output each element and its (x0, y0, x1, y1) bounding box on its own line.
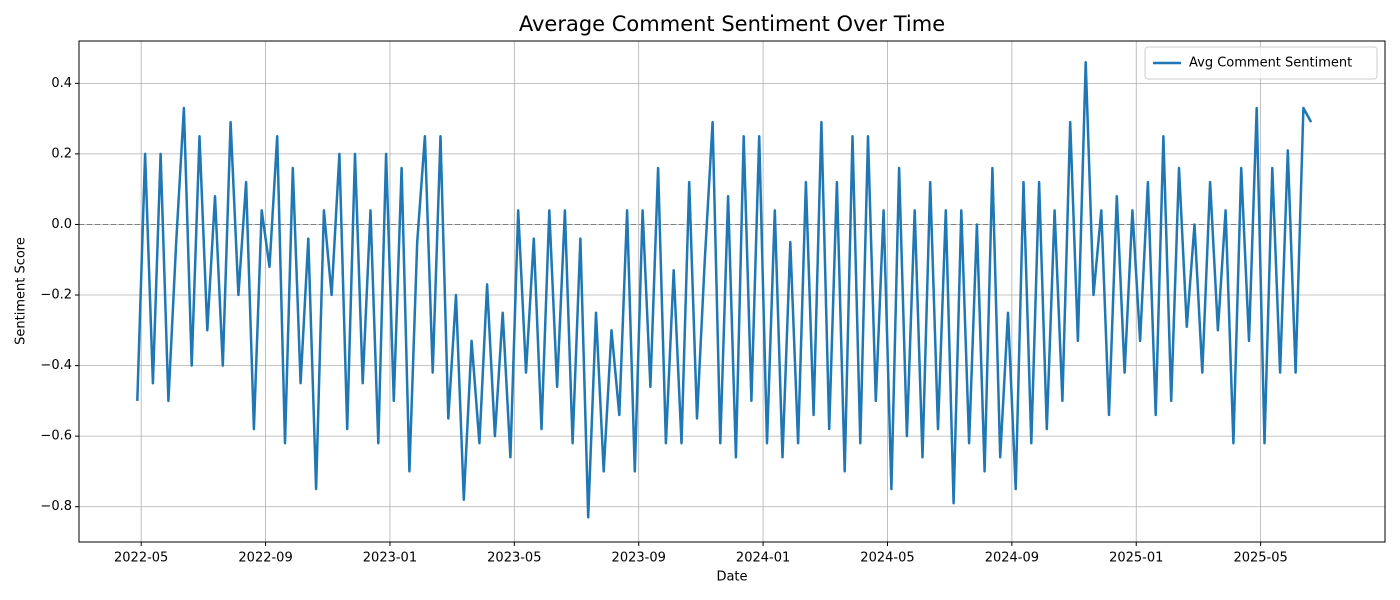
x-tick-label: 2024-01 (736, 551, 790, 566)
x-tick-label: 2024-05 (860, 551, 914, 566)
x-tick-label: 2023-01 (363, 551, 417, 566)
y-axis-label: Sentiment Score (14, 237, 29, 345)
x-tick-label: 2023-05 (487, 551, 541, 566)
y-tick-label: −0.6 (40, 429, 72, 444)
y-tick-label: −0.2 (40, 288, 72, 303)
x-tick-label: 2022-09 (238, 551, 292, 566)
x-tick-label: 2022-05 (114, 551, 168, 566)
x-tick-label: 2025-05 (1233, 551, 1287, 566)
y-tick-label: 0.2 (51, 146, 72, 161)
axes-frame (78, 40, 1386, 543)
y-tick-label: −0.8 (40, 499, 72, 514)
x-axis-label: Date (716, 570, 747, 585)
x-tick-label: 2024-09 (985, 551, 1039, 566)
chart-title: Average Comment Sentiment Over Time (519, 12, 945, 36)
legend-box (1144, 46, 1378, 80)
x-tick-label: 2023-09 (612, 551, 666, 566)
y-tick-label: 0.0 (51, 217, 72, 232)
line-series (136, 60, 1313, 519)
legend-label: Avg Comment Sentiment (1189, 56, 1352, 71)
x-tick-label: 2025-01 (1109, 551, 1163, 566)
y-tick-label: 0.4 (51, 76, 72, 91)
y-tick-label: −0.4 (40, 358, 72, 373)
